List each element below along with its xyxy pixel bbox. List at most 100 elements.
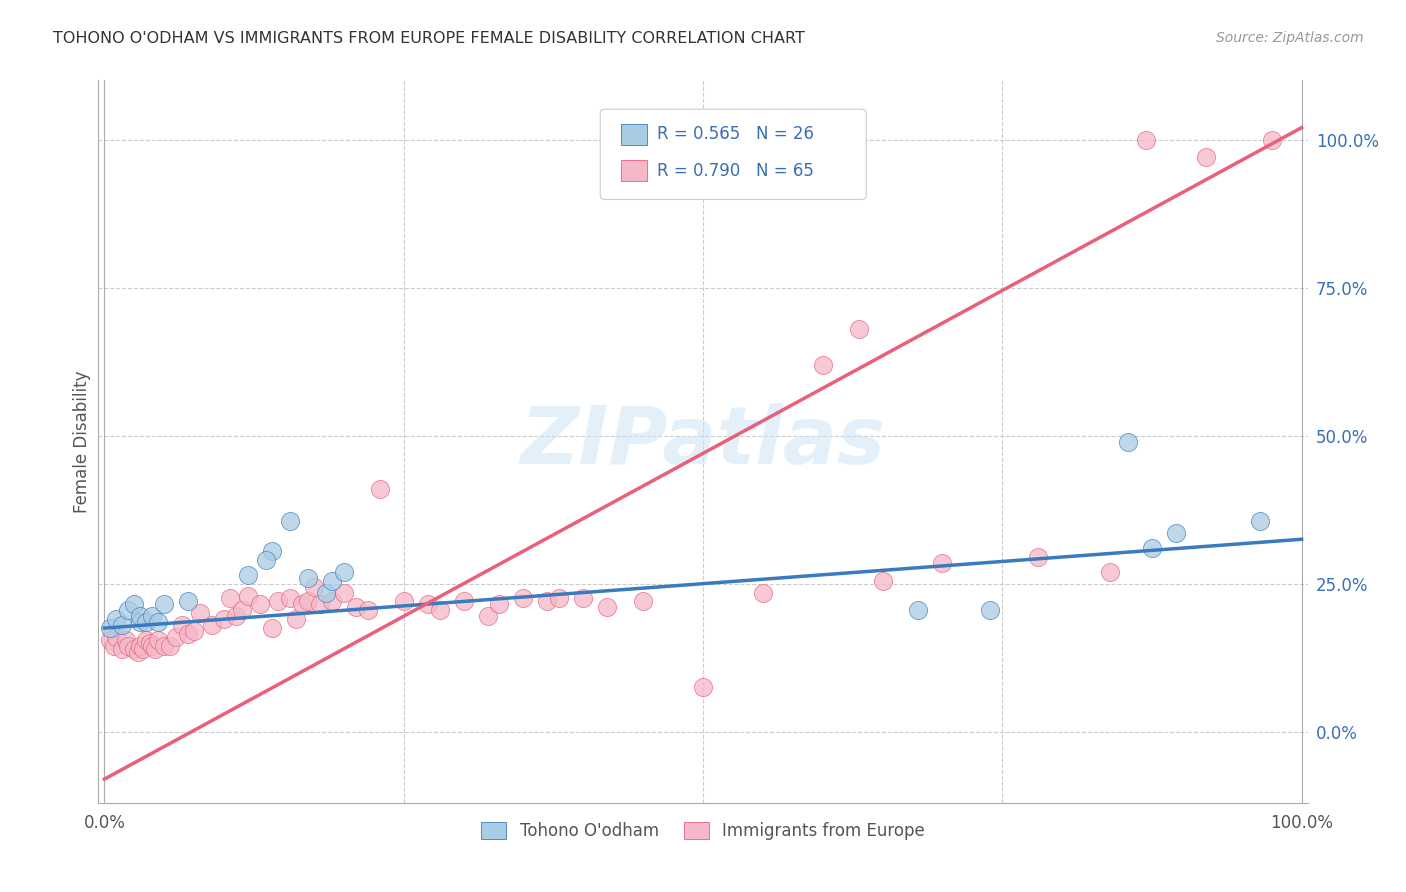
Point	[1260, 132, 1282, 146]
Point	[183, 624, 205, 638]
Point	[291, 598, 314, 612]
Point	[212, 612, 235, 626]
Point	[117, 603, 139, 617]
Point	[141, 639, 163, 653]
Point	[111, 618, 134, 632]
Point	[1026, 549, 1049, 564]
Point	[278, 591, 301, 606]
Point	[453, 594, 475, 608]
Point	[596, 600, 619, 615]
Point	[129, 615, 152, 630]
Point	[124, 598, 146, 612]
Point	[931, 556, 953, 570]
Point	[188, 607, 211, 621]
Point	[536, 594, 558, 608]
Point	[1164, 526, 1187, 541]
Point	[201, 618, 224, 632]
Point	[139, 636, 162, 650]
Point	[143, 641, 166, 656]
Point	[315, 585, 337, 599]
Point	[477, 609, 499, 624]
Point	[105, 612, 128, 626]
FancyBboxPatch shape	[621, 124, 647, 145]
Point	[416, 598, 439, 612]
Point	[488, 598, 510, 612]
Point	[344, 600, 367, 615]
Point	[129, 639, 152, 653]
Text: Source: ZipAtlas.com: Source: ZipAtlas.com	[1216, 31, 1364, 45]
Point	[297, 571, 319, 585]
Point	[115, 632, 138, 647]
Point	[260, 544, 283, 558]
Point	[284, 612, 307, 626]
Point	[302, 580, 325, 594]
Text: R = 0.565   N = 26: R = 0.565 N = 26	[657, 126, 814, 144]
Point	[907, 603, 929, 617]
Point	[631, 594, 654, 608]
Point	[260, 621, 283, 635]
Point	[219, 591, 242, 606]
Point	[124, 641, 146, 656]
Point	[236, 567, 259, 582]
Point	[297, 594, 319, 608]
Point	[105, 630, 128, 644]
Point	[132, 641, 155, 656]
Point	[368, 482, 391, 496]
Point	[811, 358, 834, 372]
Point	[231, 603, 253, 617]
Point	[752, 585, 775, 599]
Point	[1249, 515, 1271, 529]
Point	[100, 621, 122, 635]
Point	[392, 594, 415, 608]
Point	[135, 632, 157, 647]
Point	[278, 515, 301, 529]
Point	[177, 627, 200, 641]
Point	[117, 639, 139, 653]
Point	[236, 589, 259, 603]
FancyBboxPatch shape	[621, 161, 647, 181]
Point	[177, 594, 200, 608]
Point	[357, 603, 380, 617]
Point	[100, 632, 122, 647]
Point	[172, 618, 194, 632]
Point	[1195, 150, 1218, 164]
Point	[692, 681, 714, 695]
Point	[333, 585, 356, 599]
Point	[254, 553, 277, 567]
Point	[111, 641, 134, 656]
Point	[321, 594, 343, 608]
Point	[165, 630, 187, 644]
Point	[129, 609, 152, 624]
Point	[1135, 132, 1157, 146]
Point	[1116, 434, 1139, 449]
Point	[127, 645, 149, 659]
Point	[153, 598, 176, 612]
Point	[135, 615, 157, 630]
Text: TOHONO O'ODHAM VS IMMIGRANTS FROM EUROPE FEMALE DISABILITY CORRELATION CHART: TOHONO O'ODHAM VS IMMIGRANTS FROM EUROPE…	[53, 31, 806, 46]
Point	[979, 603, 1001, 617]
Y-axis label: Female Disability: Female Disability	[73, 370, 91, 513]
Point	[153, 639, 176, 653]
Point	[249, 598, 271, 612]
Point	[309, 598, 332, 612]
FancyBboxPatch shape	[600, 109, 866, 200]
Point	[429, 603, 451, 617]
Point	[321, 574, 343, 588]
Point	[159, 639, 181, 653]
Point	[848, 322, 870, 336]
Point	[512, 591, 534, 606]
Point	[1140, 541, 1163, 556]
Point	[548, 591, 571, 606]
Point	[148, 615, 170, 630]
Point	[333, 565, 356, 579]
Text: ZIPatlas: ZIPatlas	[520, 402, 886, 481]
Point	[1099, 565, 1122, 579]
Point	[103, 639, 125, 653]
Text: R = 0.790   N = 65: R = 0.790 N = 65	[657, 161, 814, 179]
Point	[148, 632, 170, 647]
Point	[572, 591, 595, 606]
Legend: Tohono O'odham, Immigrants from Europe: Tohono O'odham, Immigrants from Europe	[472, 814, 934, 848]
Point	[225, 609, 247, 624]
Point	[872, 574, 894, 588]
Point	[267, 594, 290, 608]
